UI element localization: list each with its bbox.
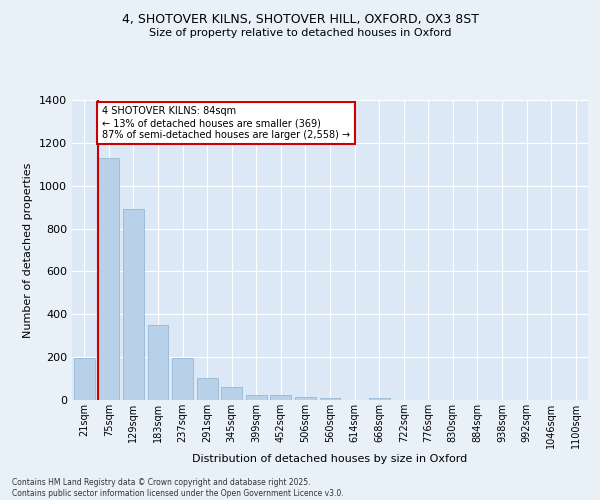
Bar (123, 210, 144, 400)
Bar (295, 397, 316, 400)
Bar (271, 396, 292, 400)
Text: Size of property relative to detached houses in Oxford: Size of property relative to detached ho… (149, 28, 451, 38)
Bar (320, 398, 340, 400)
Bar (74, 358, 95, 400)
Bar (221, 386, 242, 400)
Text: Contains HM Land Registry data © Crown copyright and database right 2025.
Contai: Contains HM Land Registry data © Crown c… (12, 478, 344, 498)
Text: 4 SHOTOVER KILNS: 84sqm
← 13% of detached houses are smaller (369)
87% of semi-d: 4 SHOTOVER KILNS: 84sqm ← 13% of detache… (102, 106, 350, 140)
Bar (98, 158, 119, 400)
Bar (148, 325, 169, 400)
Text: 4, SHOTOVER KILNS, SHOTOVER HILL, OXFORD, OX3 8ST: 4, SHOTOVER KILNS, SHOTOVER HILL, OXFORD… (121, 12, 479, 26)
Bar (246, 394, 267, 400)
Bar (368, 398, 389, 400)
Bar (172, 358, 193, 400)
Bar (197, 378, 218, 400)
Y-axis label: Number of detached properties: Number of detached properties (23, 162, 34, 338)
X-axis label: Distribution of detached houses by size in Oxford: Distribution of detached houses by size … (193, 454, 467, 464)
